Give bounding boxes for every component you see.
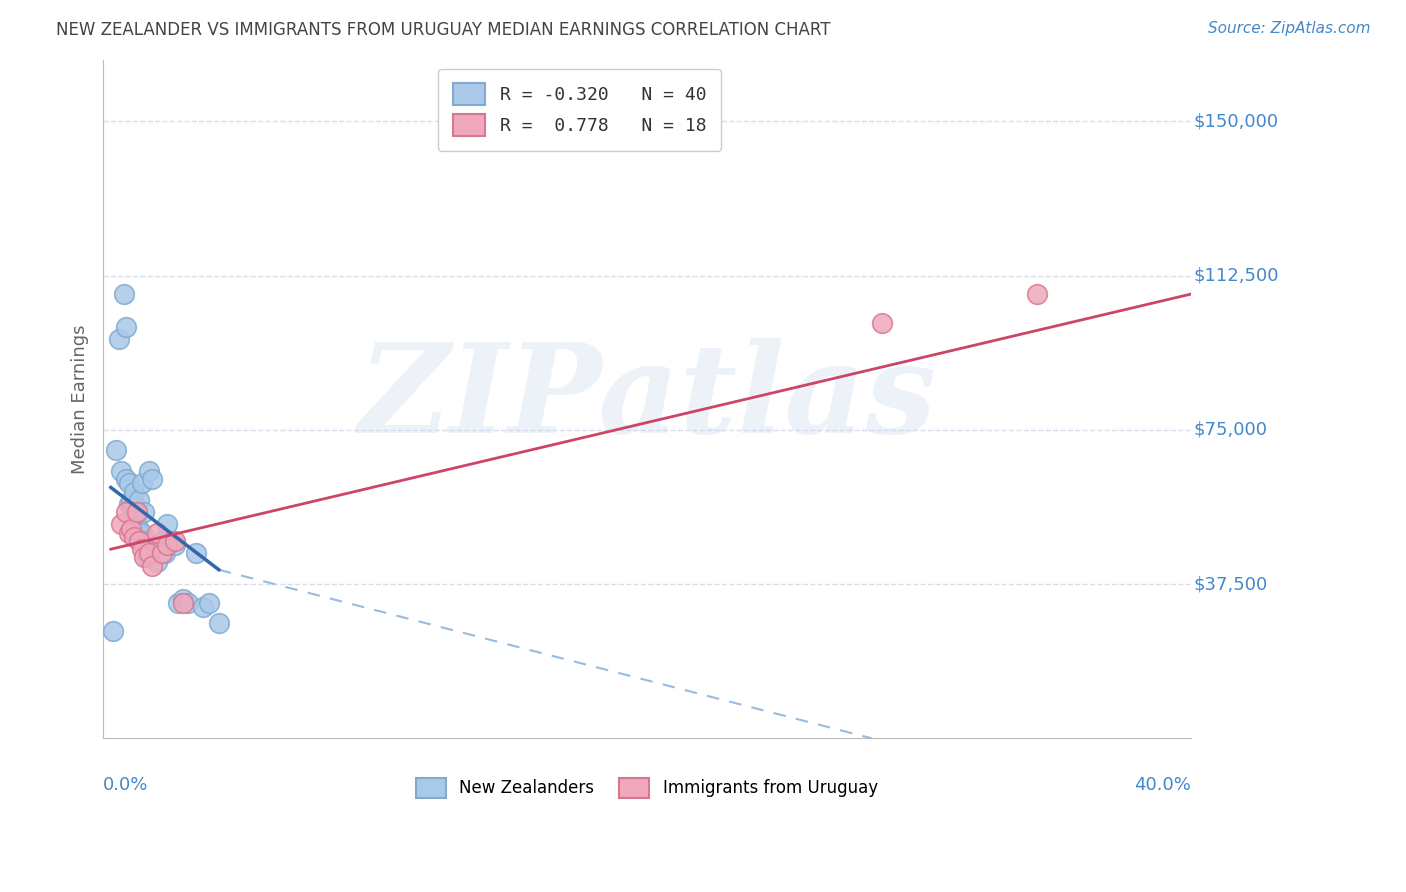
Point <box>165 533 187 548</box>
Point <box>134 550 156 565</box>
Point <box>125 505 148 519</box>
Point <box>125 505 148 519</box>
Point <box>156 517 179 532</box>
Point <box>1025 287 1047 301</box>
Point <box>172 596 194 610</box>
Point <box>118 476 141 491</box>
Point <box>149 546 172 560</box>
Text: 0.0%: 0.0% <box>103 776 149 794</box>
Point <box>125 517 148 532</box>
Text: NEW ZEALANDER VS IMMIGRANTS FROM URUGUAY MEDIAN EARNINGS CORRELATION CHART: NEW ZEALANDER VS IMMIGRANTS FROM URUGUAY… <box>56 21 831 38</box>
Point <box>141 472 163 486</box>
Point <box>131 476 153 491</box>
Point <box>122 505 145 519</box>
Point <box>120 497 142 511</box>
Point <box>153 546 176 560</box>
Point <box>122 530 145 544</box>
Point <box>146 555 169 569</box>
Text: Source: ZipAtlas.com: Source: ZipAtlas.com <box>1208 21 1371 36</box>
Point <box>128 525 150 540</box>
Point <box>115 472 138 486</box>
Y-axis label: Median Earnings: Median Earnings <box>72 325 89 474</box>
Point <box>120 492 142 507</box>
Point <box>165 538 187 552</box>
Point <box>131 525 153 540</box>
Point <box>120 522 142 536</box>
Point <box>107 332 129 346</box>
Point <box>134 505 156 519</box>
Point <box>115 505 138 519</box>
Point <box>141 558 163 573</box>
Legend: New Zealanders, Immigrants from Uruguay: New Zealanders, Immigrants from Uruguay <box>409 771 884 805</box>
Text: $37,500: $37,500 <box>1194 575 1267 593</box>
Point <box>150 533 173 548</box>
Point <box>135 550 157 565</box>
Point <box>118 497 141 511</box>
Text: 40.0%: 40.0% <box>1135 776 1191 794</box>
Point <box>197 596 219 610</box>
Point <box>112 287 135 301</box>
Point <box>134 533 156 548</box>
Point <box>184 546 207 560</box>
Point <box>141 550 163 565</box>
Point <box>143 542 166 557</box>
Text: ZIPatlas: ZIPatlas <box>359 338 936 459</box>
Point <box>110 517 132 532</box>
Point <box>104 443 127 458</box>
Point <box>138 464 160 478</box>
Point <box>166 596 188 610</box>
Point <box>118 525 141 540</box>
Point <box>115 320 138 334</box>
Point <box>150 546 173 560</box>
Point <box>128 533 150 548</box>
Point <box>156 538 179 552</box>
Point <box>110 464 132 478</box>
Point <box>128 492 150 507</box>
Point <box>208 616 231 631</box>
Point <box>122 497 145 511</box>
Point <box>146 525 169 540</box>
Text: $150,000: $150,000 <box>1194 112 1278 130</box>
Point <box>177 596 200 610</box>
Point <box>131 542 153 557</box>
Point <box>193 599 215 614</box>
Point <box>122 484 145 499</box>
Point <box>103 624 125 639</box>
Text: $75,000: $75,000 <box>1194 421 1267 439</box>
Point <box>138 546 160 560</box>
Point <box>172 591 194 606</box>
Text: $112,500: $112,500 <box>1194 267 1278 285</box>
Point <box>872 316 894 330</box>
